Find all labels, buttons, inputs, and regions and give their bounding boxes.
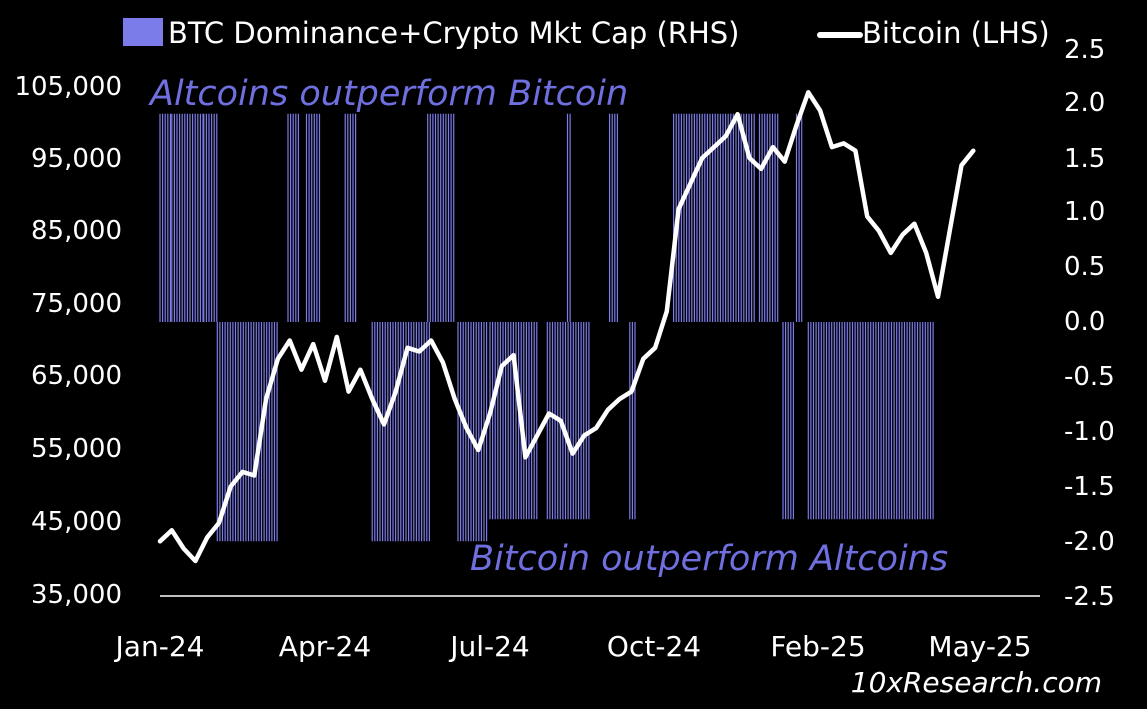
legend-swatch-dominance bbox=[123, 18, 163, 46]
y-right-tick: 0.5 bbox=[1064, 252, 1105, 282]
y-right-tick: -0.5 bbox=[1064, 362, 1115, 392]
x-tick: Apr-24 bbox=[279, 630, 371, 663]
x-tick: May-25 bbox=[928, 630, 1031, 663]
y-left-tick: 95,000 bbox=[31, 144, 122, 174]
x-axis: Jan-24 Apr-24 Jul-24 Oct-24 Feb-25 May-2… bbox=[114, 630, 1032, 663]
watermark: 10xResearch.com bbox=[851, 666, 1102, 699]
y-left-tick: 55,000 bbox=[31, 434, 122, 464]
y-right-tick: -1.0 bbox=[1064, 417, 1115, 447]
y-left-tick: 35,000 bbox=[31, 580, 122, 610]
x-tick: Jul-24 bbox=[448, 630, 530, 663]
y-right-tick: 2.5 bbox=[1064, 35, 1105, 65]
y-right-tick: -1.5 bbox=[1064, 472, 1115, 502]
x-tick: Feb-25 bbox=[770, 630, 865, 663]
annotation-bottom: Bitcoin outperform Altcoins bbox=[470, 539, 948, 579]
legend-label-dominance: BTC Dominance+Crypto Mkt Cap (RHS) bbox=[168, 16, 740, 50]
y-right-tick: 1.0 bbox=[1064, 197, 1105, 227]
y-left-tick: 85,000 bbox=[31, 216, 122, 246]
y-right-tick: -2.0 bbox=[1064, 527, 1115, 557]
x-tick: Jan-24 bbox=[114, 630, 205, 663]
y-axis-right: 2.5 2.0 1.5 1.0 0.5 0.0 -0.5 -1.0 -1.5 -… bbox=[1064, 35, 1115, 612]
y-left-tick: 105,000 bbox=[14, 72, 122, 102]
bitcoin-line-layer bbox=[157, 90, 976, 564]
y-right-tick: 1.5 bbox=[1064, 144, 1105, 174]
bitcoin-price-line bbox=[157, 90, 976, 564]
y-axis-left: 105,000 95,000 85,000 75,000 65,000 55,0… bbox=[14, 72, 122, 610]
legend: BTC Dominance+Crypto Mkt Cap (RHS) Bitco… bbox=[123, 16, 1050, 50]
y-left-tick: 65,000 bbox=[31, 361, 122, 391]
y-right-tick: 0.0 bbox=[1064, 307, 1105, 337]
y-right-tick: -2.5 bbox=[1064, 582, 1115, 612]
x-tick: Oct-24 bbox=[607, 630, 701, 663]
y-left-tick: 75,000 bbox=[31, 289, 122, 319]
legend-label-bitcoin: Bitcoin (LHS) bbox=[862, 16, 1050, 50]
y-right-tick: 2.0 bbox=[1064, 88, 1105, 118]
y-left-tick: 45,000 bbox=[31, 507, 122, 537]
annotation-top: Altcoins outperform Bitcoin bbox=[148, 74, 628, 114]
